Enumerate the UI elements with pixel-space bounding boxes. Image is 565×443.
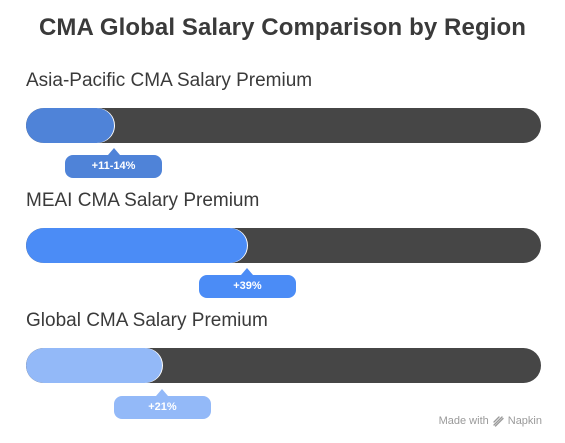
value-badge: +39%: [198, 268, 296, 298]
bar-fill: [26, 108, 114, 143]
bar-label: Asia-Pacific CMA Salary Premium: [26, 70, 313, 91]
value-label: +11-14%: [91, 160, 136, 172]
bar-track: [26, 108, 541, 143]
napkin-logo-icon: [493, 415, 504, 427]
watermark: Made with Napkin: [439, 415, 542, 427]
watermark-text: Made with: [438, 415, 489, 427]
value-badge: +21%: [113, 389, 211, 419]
badge-pointer: [156, 389, 169, 396]
bar-fill: [26, 348, 163, 383]
bar-label: Global CMA Salary Premium: [26, 310, 268, 331]
bar-track: [26, 228, 541, 263]
bar-label: MEAI CMA Salary Premium: [26, 190, 260, 211]
chart-title: CMA Global Salary Comparison by Region: [39, 14, 526, 41]
badge-pointer: [107, 148, 120, 155]
value-label: +39%: [233, 280, 262, 292]
value-label: +21%: [148, 401, 177, 413]
value-badge: +11-14%: [65, 148, 163, 178]
watermark-brand: Napkin: [507, 415, 542, 427]
bar-track: [26, 348, 541, 383]
badge-pointer: [241, 268, 254, 275]
bar-fill: [26, 228, 248, 263]
